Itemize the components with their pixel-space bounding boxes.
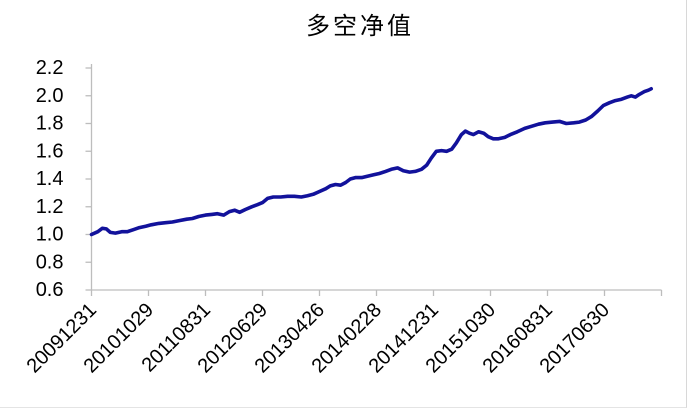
- y-tick-label: 1.6: [36, 140, 64, 162]
- y-axis-ticks: 0.6 0.8 1.0 1.2 1.4 1.6 1.8 2.0 2.2: [36, 57, 92, 301]
- y-tick-label: 0.6: [36, 279, 64, 301]
- y-tick-label: 1.0: [36, 224, 64, 246]
- y-tick-label: 1.4: [36, 168, 64, 190]
- x-axis-ticks: 2009123120101029201108312012062920130426…: [23, 290, 663, 377]
- chart-title: 多空净值: [306, 14, 414, 40]
- y-tick-label: 1.8: [36, 113, 64, 135]
- y-tick-label: 2.2: [36, 57, 64, 79]
- y-tick-label: 2.0: [36, 85, 64, 107]
- y-tick-label: 0.8: [36, 251, 64, 273]
- axes: [90, 64, 662, 291]
- net-value-line-series: [89, 87, 653, 237]
- net-value-line: [89, 87, 653, 237]
- axis-lines: [90, 64, 662, 291]
- y-tick-label: 1.2: [36, 196, 64, 218]
